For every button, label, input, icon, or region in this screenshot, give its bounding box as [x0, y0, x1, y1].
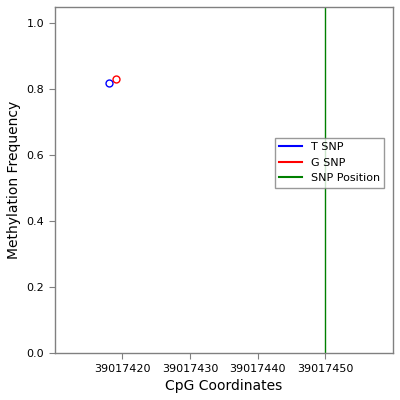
Legend: T SNP, G SNP, SNP Position: T SNP, G SNP, SNP Position	[275, 138, 384, 188]
X-axis label: CpG Coordinates: CpG Coordinates	[165, 379, 282, 393]
Y-axis label: Methylation Frequency: Methylation Frequency	[7, 101, 21, 259]
